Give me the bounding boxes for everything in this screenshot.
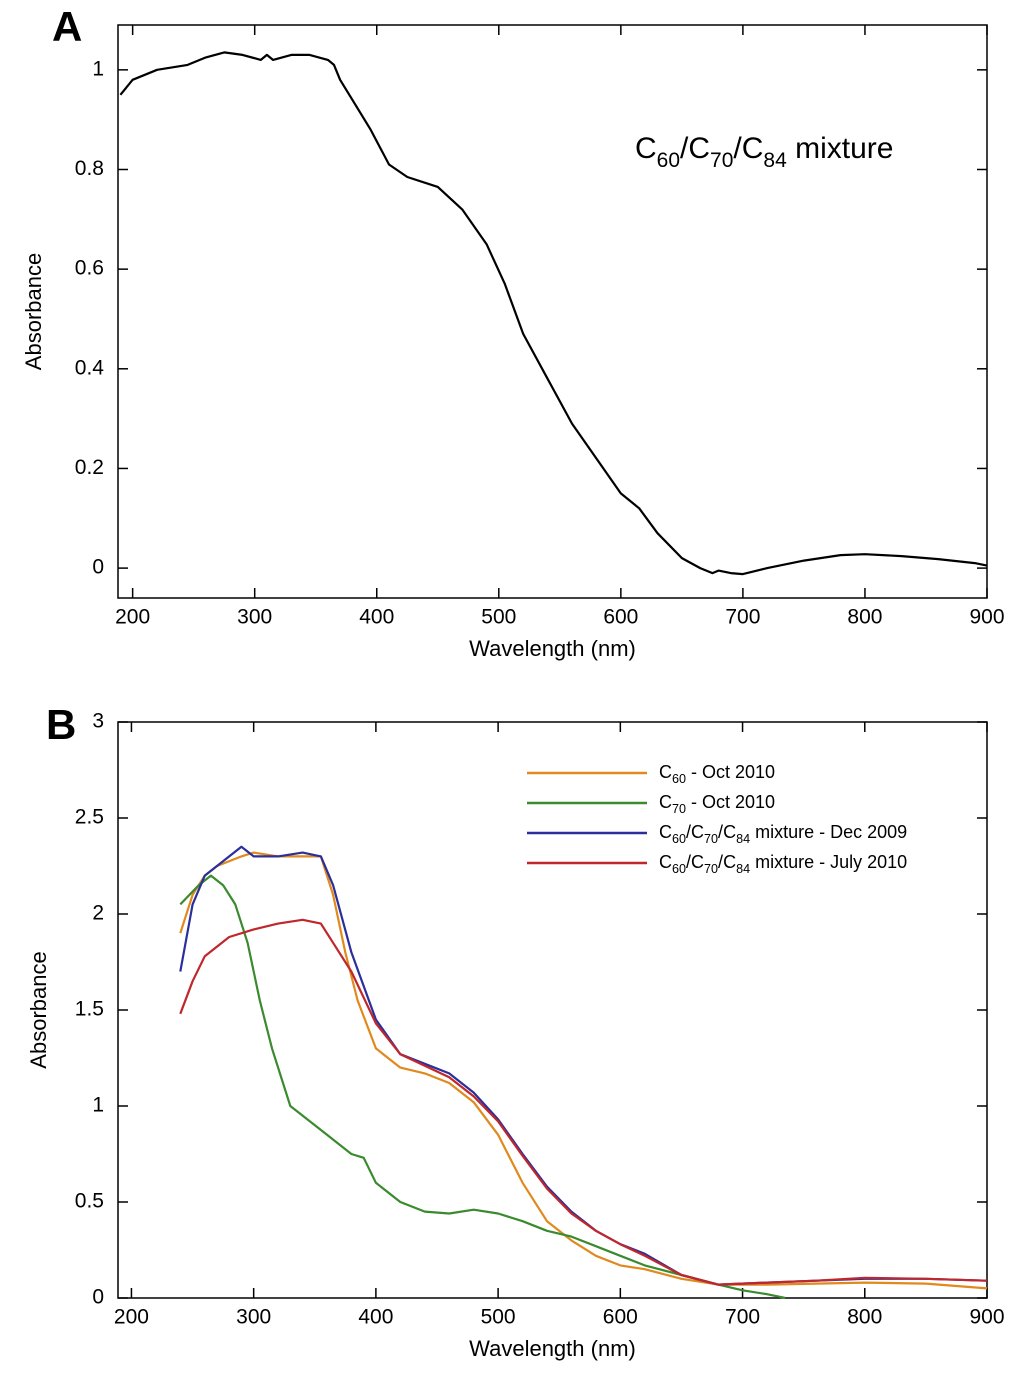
x-tick-label: 500 [481, 1306, 516, 1329]
x-tick-label: 800 [847, 606, 882, 629]
y-tick-label: 3 [92, 710, 104, 733]
series-line [119, 51, 988, 576]
y-axis-label: Absorbance [21, 253, 46, 370]
x-tick-label: 300 [236, 1306, 271, 1329]
x-tick-label: 900 [969, 1306, 1004, 1329]
y-tick-label: 2.5 [75, 806, 104, 829]
y-tick-label: 1.5 [75, 998, 104, 1021]
x-tick-label: 700 [725, 1306, 760, 1329]
y-tick-label: 0 [92, 556, 104, 579]
y-tick-label: 2 [92, 902, 104, 925]
x-tick-label: 400 [359, 606, 394, 629]
x-tick-label: 900 [969, 606, 1004, 629]
x-tick-label: 300 [237, 606, 272, 629]
y-tick-label: 0.5 [75, 1190, 104, 1213]
y-tick-label: 1 [92, 57, 104, 80]
y-tick-label: 1 [92, 1094, 104, 1117]
x-tick-label: 600 [603, 1306, 638, 1329]
legend-label: C60 - Oct 2010 [659, 762, 775, 787]
y-tick-label: 0.4 [75, 356, 105, 379]
plot-frame [117, 721, 988, 1299]
series-line [179, 874, 786, 1300]
legend-label: C70 - Oct 2010 [659, 792, 775, 817]
y-tick-label: 0 [92, 1286, 104, 1309]
series-line [179, 845, 988, 1286]
x-tick-label: 700 [725, 606, 760, 629]
x-tick-label: 200 [115, 606, 150, 629]
x-tick-label: 400 [358, 1306, 393, 1329]
y-tick-label: 0.8 [75, 157, 104, 180]
plot-frame [117, 24, 988, 599]
panel-label: A [52, 3, 82, 50]
y-tick-label: 0.2 [75, 456, 104, 479]
x-tick-label: 600 [603, 606, 638, 629]
series-line [179, 918, 988, 1286]
panel-label: B [46, 701, 76, 748]
x-axis-label: Wavelength (nm) [469, 636, 636, 661]
x-tick-label: 200 [114, 1306, 149, 1329]
x-tick-label: 500 [481, 606, 516, 629]
annotation: C60/C70/C84 mixture [635, 132, 893, 172]
y-tick-label: 0.6 [75, 257, 104, 280]
y-axis-label: Absorbance [26, 951, 51, 1068]
legend-label: C60/C70/C84 mixture - July 2010 [659, 852, 907, 877]
x-axis-label: Wavelength (nm) [469, 1336, 636, 1361]
legend-label: C60/C70/C84 mixture - Dec 2009 [659, 822, 907, 847]
x-tick-label: 800 [847, 1306, 882, 1329]
